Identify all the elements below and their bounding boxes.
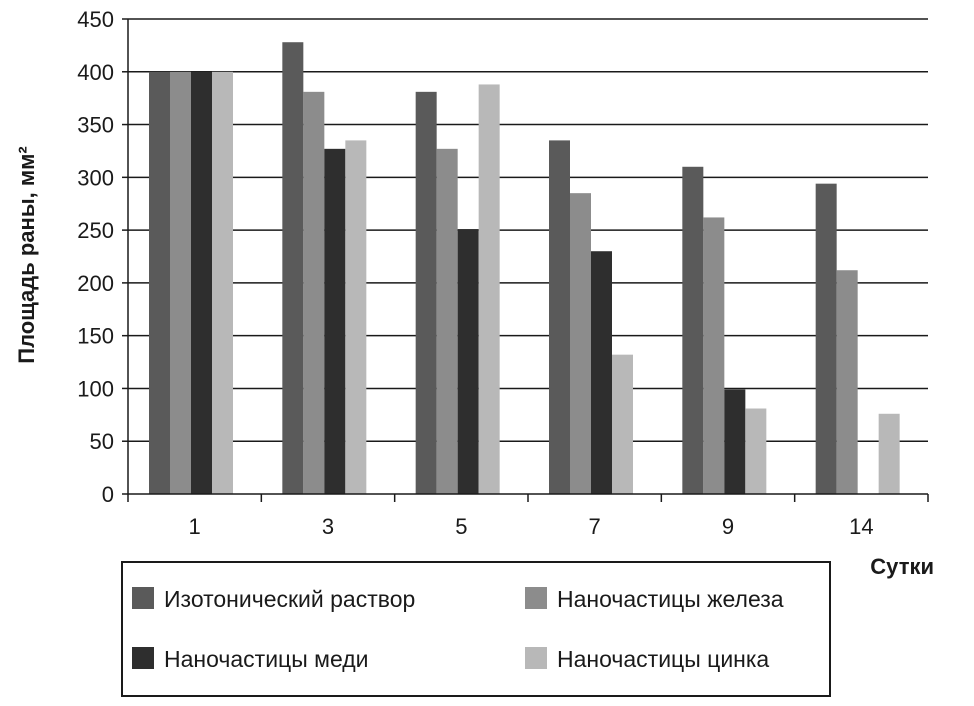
legend-label: Наночастицы железа [557, 586, 784, 612]
y-tick-label: 450 [77, 7, 114, 32]
legend-label: Наночастицы цинка [557, 646, 769, 672]
y-tick-label: 300 [77, 165, 114, 190]
y-tick-label: 0 [102, 482, 114, 507]
bar [591, 251, 612, 494]
bar [324, 148, 346, 495]
bar [570, 193, 591, 494]
y-tick-labels: 0 50 100 150 200 250 300 350 400 450 [77, 7, 114, 507]
y-axis-label: Площадь раны, мм² [14, 146, 39, 363]
legend-label: Наночастицы меди [164, 646, 369, 672]
legend-label: Изотонический раствор [164, 586, 415, 612]
bar [282, 42, 304, 494]
y-tick-label: 150 [77, 324, 114, 349]
x-axis-label: Сутки [870, 554, 934, 579]
bar [415, 91, 437, 494]
y-tick-label: 200 [77, 271, 114, 296]
x-tick-label: 3 [322, 514, 334, 539]
bar [682, 166, 704, 494]
bar [436, 148, 458, 495]
legend-swatch [525, 647, 547, 669]
legend: Изотонический раствор Наночастицы железа Н… [121, 561, 831, 697]
x-tick-label: 5 [455, 514, 467, 539]
x-tick-label: 7 [589, 514, 601, 539]
bar [745, 408, 767, 494]
x-tick-label: 1 [189, 514, 201, 539]
y-tick-label: 250 [77, 218, 114, 243]
bar [815, 183, 837, 494]
bar [303, 91, 325, 494]
y-tick-label: 100 [77, 376, 114, 401]
bar [878, 413, 900, 494]
bars [149, 42, 900, 495]
y-tick-label: 350 [77, 113, 114, 138]
legend-swatch [132, 587, 154, 609]
bar [703, 217, 725, 494]
x-tick-label: 9 [722, 514, 734, 539]
bar [345, 140, 367, 494]
legend-swatch [132, 647, 154, 669]
bar [191, 71, 212, 495]
bar [457, 229, 479, 495]
bar [549, 140, 570, 494]
bar [212, 71, 233, 495]
x-tick-labels: 1 3 5 7 9 14 [189, 514, 874, 539]
x-tick-label: 14 [849, 514, 873, 539]
legend-swatch [525, 587, 547, 609]
axes [127, 19, 929, 502]
bar [724, 389, 746, 494]
bar [836, 270, 858, 494]
y-tick-label: 400 [77, 60, 114, 85]
y-tick-label: 50 [90, 429, 114, 454]
legend-box [121, 561, 831, 697]
grid-lines [122, 18, 928, 495]
bar [612, 354, 633, 494]
bar [170, 71, 191, 495]
bar [478, 84, 500, 494]
bar [149, 71, 170, 495]
